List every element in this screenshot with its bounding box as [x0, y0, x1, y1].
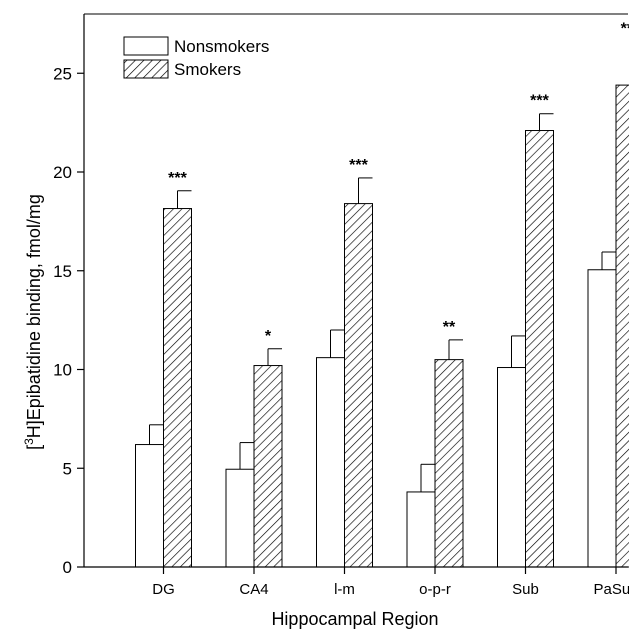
bar — [225, 468, 255, 568]
legend-label-smokers: Smokers — [174, 60, 241, 79]
x-tick-label: PaSub — [593, 581, 629, 598]
bar — [587, 269, 617, 568]
y-tick-label: 15 — [53, 262, 72, 281]
legend-label-nonsmokers: Nonsmokers — [174, 37, 269, 56]
x-tick-label: Sub — [512, 581, 539, 598]
bar — [525, 130, 554, 568]
bars: *************** — [135, 21, 629, 568]
significance-label: ** — [443, 319, 456, 336]
legend-swatch-nonsmokers — [123, 36, 169, 56]
y-tick-label: 20 — [53, 163, 72, 182]
x-axis-title: Hippocampal Region — [271, 609, 438, 629]
significance-label: *** — [621, 21, 629, 38]
significance-label: * — [265, 328, 272, 345]
x-axis: DG CA4 l-m o-p-r Sub PaSub — [84, 566, 629, 598]
significance-label: *** — [349, 157, 368, 174]
significance-label: *** — [168, 170, 187, 187]
bar — [163, 208, 192, 568]
y-tick-label: 0 — [63, 558, 72, 577]
bar — [434, 359, 464, 568]
y-axis: 0 5 10 15 20 25 — [53, 13, 628, 577]
bar — [406, 491, 436, 568]
y-tick-label: 25 — [53, 64, 72, 83]
x-tick-label: o-p-r — [419, 581, 451, 598]
y-tick-label: 10 — [53, 361, 72, 380]
x-tick-label: CA4 — [239, 581, 268, 598]
bar — [316, 357, 345, 568]
y-axis-title-rest: H]Epibatidine binding, fmol/mg — [24, 194, 44, 438]
y-axis-title-prefix: [ — [24, 445, 44, 450]
y-axis-title-sup: 3 — [22, 438, 36, 445]
y-axis-title: [3H]Epibatidine binding, fmol/mg — [22, 194, 44, 450]
x-tick-label: DG — [152, 581, 175, 598]
y-tick-label: 5 — [63, 459, 72, 478]
bar — [344, 203, 373, 568]
legend-swatch-smokers — [123, 59, 169, 79]
significance-label: *** — [530, 93, 549, 110]
bar — [253, 365, 283, 568]
bar — [135, 444, 164, 568]
x-tick-label: l-m — [334, 581, 355, 598]
legend: Nonsmokers Smokers — [123, 36, 269, 79]
bar — [497, 367, 526, 568]
bar — [615, 84, 629, 568]
